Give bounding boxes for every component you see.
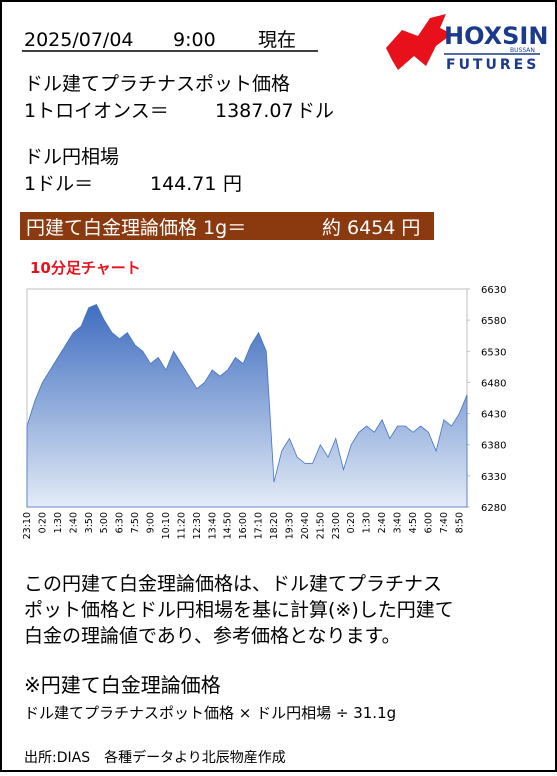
x-tick-label: 6:00 <box>423 512 434 533</box>
description-line: ポット価格とドル円相場を基に計算(※)した円建て <box>24 599 454 621</box>
status: 現在 <box>258 29 296 51</box>
x-tick-label: 14:50 <box>223 512 234 539</box>
y-tick-label: 6430 <box>481 410 506 421</box>
x-tick-label: 2:40 <box>377 512 388 533</box>
chart-title: 10分足チャート <box>30 259 141 277</box>
x-tick-label: 1:30 <box>362 512 373 533</box>
x-tick-label: 19:30 <box>284 512 295 539</box>
x-tick-label: 20:40 <box>300 512 311 539</box>
logo-sub: FUTURES <box>446 57 539 73</box>
y-tick-label: 6630 <box>481 285 506 296</box>
spot-title: ドル建てプラチナスポット価格 <box>24 73 290 95</box>
x-tick-label: 17:10 <box>254 512 265 539</box>
y-tick-label: 6330 <box>481 472 506 483</box>
x-tick-label: 18:20 <box>269 512 280 539</box>
formula-text: ドル建てプラチナスポット価格 × ドル円相場 ÷ 31.1g <box>24 704 396 722</box>
chart: 6280 6330 6380 6430 6480 6530 6580 6630 23:10 0:2… <box>22 285 506 539</box>
x-tick-label: 6:30 <box>115 512 126 533</box>
x-tick-label: 10:10 <box>161 512 172 539</box>
fx-unit: 円 <box>223 173 242 195</box>
y-tick-label: 6580 <box>481 316 506 327</box>
spot-label: 1トロイオンス＝ <box>24 100 169 122</box>
x-tick-label: 1:30 <box>53 512 64 533</box>
spot-unit: ドル <box>296 100 334 122</box>
time: 9:00 <box>173 29 216 51</box>
x-tick-label: 5:00 <box>99 512 110 533</box>
x-tick-label: 12:30 <box>192 512 203 539</box>
x-tick-label: 8:50 <box>454 512 465 533</box>
y-tick-label: 6380 <box>481 441 506 452</box>
logo-mark <box>386 14 452 70</box>
theory-bar <box>20 212 434 240</box>
source: 出所:DIAS 各種データより北辰物産作成 <box>24 749 286 766</box>
x-tick-label: 23:10 <box>22 512 33 539</box>
x-tick-label: 9:00 <box>146 512 157 533</box>
theory-label: 円建て白金理論価格 1g＝ <box>26 217 246 239</box>
logo-name: HOXSIN <box>444 22 548 50</box>
x-tick-label: 0:20 <box>37 512 48 533</box>
y-tick-label: 6280 <box>481 503 506 514</box>
fx-value: 144.71 <box>150 173 216 195</box>
date: 2025/07/04 <box>24 29 134 51</box>
formula-title: ※円建て白金理論価格 <box>24 673 221 697</box>
x-tick-label: 3:50 <box>84 512 95 533</box>
x-tick-label: 13:40 <box>207 512 218 539</box>
spot-value: 1387.07 <box>215 100 294 122</box>
x-tick-label: 7:40 <box>439 512 450 533</box>
description-line: 白金の理論値であり、参考価格となります。 <box>24 625 401 647</box>
description-line: この円建て白金理論価格は、ドル建てプラチナス <box>24 573 442 595</box>
x-tick-label: 23:00 <box>331 512 342 539</box>
x-tick-label: 0:20 <box>346 512 357 533</box>
y-tick-label: 6530 <box>481 347 506 358</box>
x-tick-label: 21:50 <box>315 512 326 539</box>
x-tick-label: 11:20 <box>176 512 187 539</box>
theory-value: 約 6454 円 <box>322 217 420 239</box>
x-tick-label: 16:00 <box>238 512 249 539</box>
logo-small: BUSSAN <box>510 47 535 54</box>
area <box>26 304 468 508</box>
x-tick-label: 7:50 <box>130 512 141 533</box>
x-tick-label: 2:40 <box>68 512 79 533</box>
y-tick-label: 6480 <box>481 378 506 389</box>
logo: HOXSIN BUSSAN FUTURES <box>386 14 548 73</box>
x-tick-label: 3:40 <box>393 512 404 533</box>
fx-label: 1ドル＝ <box>24 173 93 195</box>
x-tick-label: 4:50 <box>408 512 419 533</box>
fx-title: ドル円相場 <box>24 146 119 168</box>
